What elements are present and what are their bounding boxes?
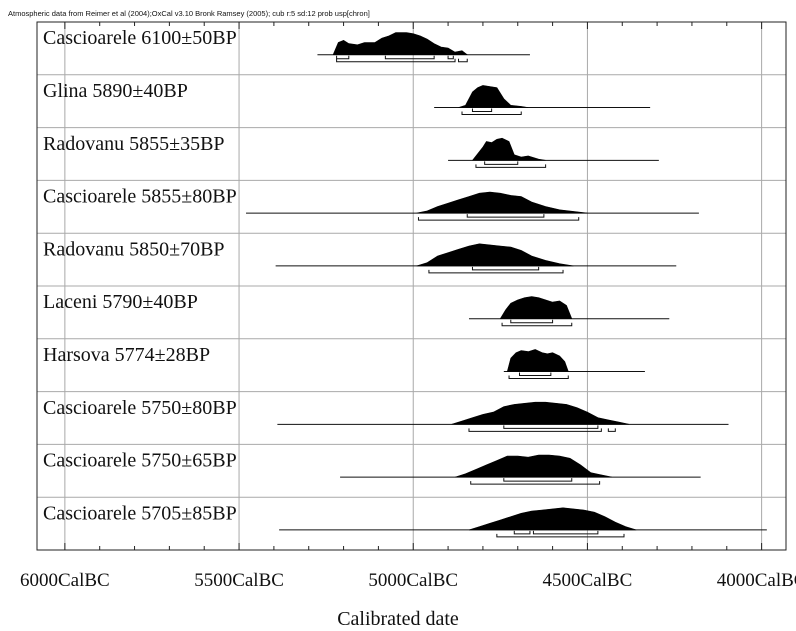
row-label: Cascioarele 6100±50BP [43, 27, 237, 49]
x-axis-label: Calibrated date [337, 608, 459, 630]
date-row: Radovanu 5850±70BP [43, 238, 677, 274]
sigma2-bracket [428, 269, 564, 274]
calibration-plot: Cascioarele 6100±50BP Glina 5890±40BP Rado… [20, 21, 796, 591]
rows-layer: Cascioarele 6100±50BP Glina 5890±40BP Rado… [43, 27, 767, 538]
sigma2-bracket [461, 111, 522, 116]
row-label: Cascioarele 5855±80BP [43, 186, 237, 208]
sigma1-bracket [503, 478, 573, 482]
date-row: Laceni 5790±40BP [43, 291, 670, 327]
row-label: Radovanu 5855±35BP [43, 133, 225, 155]
row-label: Harsova 5774±28BP [43, 344, 210, 366]
sigma1-bracket [510, 319, 554, 324]
probability-distribution [454, 454, 612, 478]
plot-frame [36, 21, 787, 551]
sigma2-bracket [475, 164, 547, 168]
date-row: Cascioarele 5705±85BP [43, 502, 767, 538]
sigma1-bracket [484, 161, 519, 165]
date-row: Radovanu 5855±35BP [43, 133, 659, 168]
probability-distribution [458, 85, 529, 108]
row-label: Radovanu 5850±70BP [43, 238, 225, 260]
x-tick-labels: 6000CalBC 5500CalBC 5000CalBC 4500CalBC 4000… [20, 570, 796, 591]
sigma1-bracket [518, 372, 552, 377]
sigma2-bracket [468, 428, 602, 432]
sigma2-bracket [607, 428, 616, 432]
chart-header-text: Atmospheric data from Reimer et al (2004… [8, 9, 370, 18]
sigma1-bracket [336, 55, 350, 60]
date-row: Cascioarele 5855±80BP [43, 186, 699, 221]
probability-distribution [506, 349, 569, 372]
date-row: Cascioarele 5750±65BP [43, 450, 701, 485]
sigma2-bracket [496, 533, 625, 538]
x-tick-label-5500: 5500CalBC [194, 570, 284, 591]
sigma2-bracket [508, 375, 569, 380]
x-tick-label-6000: 6000CalBC [20, 570, 110, 591]
sigma1-bracket [466, 214, 545, 218]
sigma2-bracket [417, 217, 580, 221]
sigma2-bracket [470, 481, 601, 485]
sigma1-bracket [532, 530, 599, 535]
probability-distribution [451, 401, 630, 425]
sigma2-bracket [501, 322, 573, 327]
ticks-layer [64, 22, 763, 550]
sigma1-bracket [384, 55, 435, 60]
date-row: Harsova 5774±28BP [43, 344, 645, 380]
probability-distribution [468, 507, 637, 531]
date-row: Cascioarele 5750±80BP [43, 397, 729, 432]
probability-distribution [471, 137, 546, 161]
row-label: Glina 5890±40BP [43, 80, 188, 102]
x-tick-label-5000: 5000CalBC [368, 570, 458, 591]
sigma1-bracket [471, 108, 493, 113]
date-row: Glina 5890±40BP [43, 80, 651, 116]
row-label: Cascioarele 5750±65BP [43, 450, 237, 472]
sigma2-bracket [336, 58, 456, 63]
probability-distribution [499, 296, 573, 320]
sigma1-bracket [447, 55, 454, 60]
sigma2-bracket [458, 58, 468, 63]
sigma1-bracket [503, 425, 599, 429]
sigma1-bracket [513, 530, 531, 535]
probability-distribution [416, 243, 574, 267]
row-label: Cascioarele 5750±80BP [43, 397, 237, 419]
grid-layer [36, 21, 787, 551]
probability-distribution [416, 191, 588, 214]
probability-distribution [332, 32, 469, 56]
sigma1-bracket [471, 266, 540, 271]
row-label: Laceni 5790±40BP [43, 291, 198, 313]
row-label: Cascioarele 5705±85BP [43, 502, 237, 524]
date-row: Cascioarele 6100±50BP [43, 27, 530, 63]
x-tick-label-4500: 4500CalBC [543, 570, 633, 591]
